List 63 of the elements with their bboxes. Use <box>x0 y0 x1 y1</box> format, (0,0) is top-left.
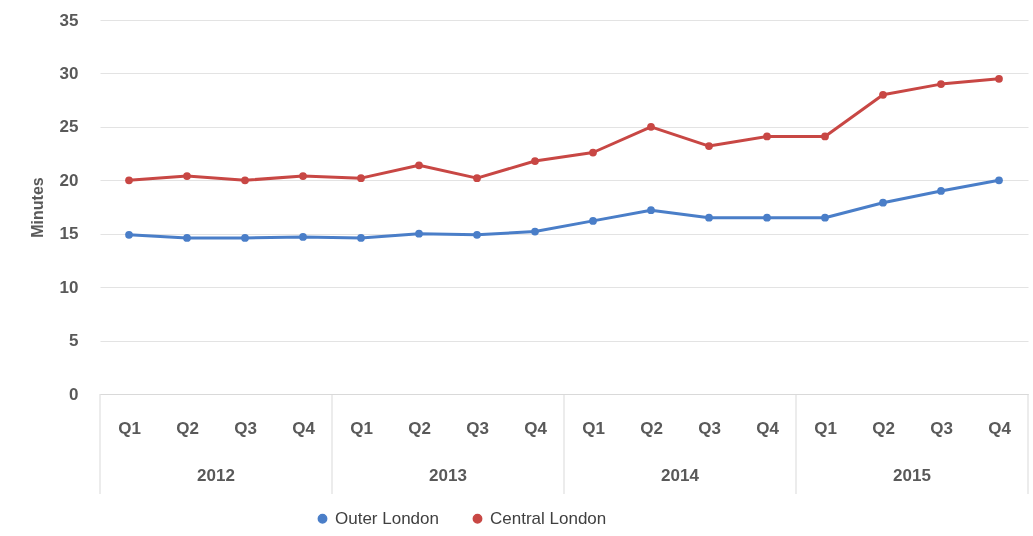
x-tick-label: Q3 <box>466 418 489 438</box>
x-tick-label: Q2 <box>640 418 663 438</box>
point <box>821 132 829 141</box>
y-tick-label: 25 <box>59 117 79 137</box>
y-tick-label: 35 <box>59 10 79 30</box>
y-tick-label: 10 <box>59 277 79 297</box>
legend-label: Central London <box>490 508 607 528</box>
x-tick-label: Q4 <box>524 418 548 438</box>
point <box>705 213 713 222</box>
point <box>357 174 365 183</box>
y-tick-label: 0 <box>69 384 79 404</box>
x-tick-label: Q4 <box>988 418 1012 438</box>
point <box>589 148 597 157</box>
point <box>125 230 133 239</box>
point <box>879 90 887 99</box>
point <box>299 172 307 180</box>
x-tick-label: Q1 <box>350 418 373 438</box>
x-tick-label: Q4 <box>756 418 780 438</box>
point <box>241 176 249 185</box>
text: 2013 <box>429 466 467 485</box>
y-axis-title: Minutes <box>28 177 46 238</box>
point <box>763 132 771 141</box>
legend-label: Outer London <box>335 508 439 528</box>
x-tick-label: Q3 <box>930 418 953 438</box>
point <box>125 176 133 185</box>
x-tick-label: Q1 <box>582 418 605 438</box>
point <box>473 230 481 239</box>
point <box>937 187 945 195</box>
x-tick-label: Q1 <box>814 418 837 438</box>
point <box>647 206 655 215</box>
x-tick-label: Q2 <box>408 418 431 438</box>
y-tick-label: 15 <box>59 224 79 244</box>
point <box>473 174 481 183</box>
point <box>821 213 829 222</box>
point <box>415 161 423 170</box>
point <box>531 157 539 165</box>
text: 2012 <box>197 466 235 485</box>
point <box>647 122 655 131</box>
y-tick-label: 5 <box>69 331 79 351</box>
point <box>937 80 945 88</box>
point <box>705 142 713 150</box>
x-tick-label: Q3 <box>698 418 721 438</box>
x-tick-label: Q2 <box>176 418 199 438</box>
x-tick-label: Q2 <box>872 418 895 438</box>
text: 2015 <box>893 466 931 485</box>
x-tick-label: Q3 <box>234 418 257 438</box>
point <box>879 198 887 207</box>
point <box>995 74 1003 83</box>
y-tick-label: 20 <box>59 170 79 190</box>
point <box>357 234 365 242</box>
point <box>183 172 191 180</box>
point <box>299 233 307 241</box>
x-tick-label: Q4 <box>292 418 316 438</box>
point <box>183 234 191 242</box>
text: 2014 <box>661 466 700 485</box>
point <box>531 227 539 236</box>
point <box>995 176 1003 185</box>
point <box>763 213 771 222</box>
point <box>241 234 249 242</box>
y-tick-label: 30 <box>59 63 79 83</box>
point <box>415 229 423 238</box>
x-tick-label: Q1 <box>118 418 141 438</box>
point <box>589 217 597 225</box>
